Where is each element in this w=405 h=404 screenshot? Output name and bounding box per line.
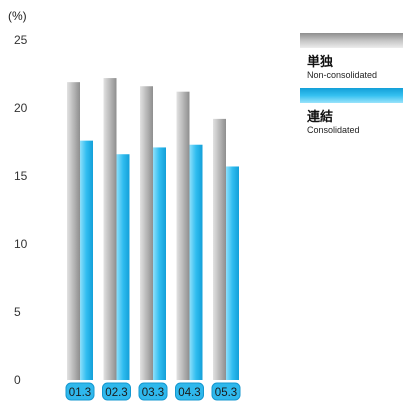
x-category-badge <box>138 382 168 401</box>
bar-consolidated <box>153 147 166 380</box>
x-category: 04.3 <box>175 382 204 401</box>
legend-swatch-consolidated <box>300 88 403 103</box>
y-tick-label: 5 <box>14 305 21 319</box>
bars <box>67 78 239 381</box>
x-category-badge <box>211 382 241 401</box>
x-category: 05.3 <box>211 382 241 401</box>
bar-non-consolidated <box>140 86 153 381</box>
y-axis-ticks: 0 5 10 15 20 25 <box>14 33 28 387</box>
legend-swatch-non-consolidated <box>300 33 403 48</box>
bar-non-consolidated <box>213 118 226 380</box>
legend: 単独 Non-consolidated 連結 Consolidated <box>300 33 403 135</box>
bar-non-consolidated <box>67 82 80 380</box>
bar-non-consolidated <box>103 78 117 380</box>
x-axis-categories: 01.3 02.3 03.3 04.3 05.3 <box>65 382 241 401</box>
x-tick-label: 05.3 <box>215 387 237 399</box>
y-tick-label: 25 <box>14 33 28 47</box>
x-tick-label: 02.3 <box>105 387 127 399</box>
bar-non-consolidated <box>176 91 190 381</box>
legend-sublabel-consolidated: Consolidated <box>307 125 360 135</box>
x-category: 01.3 <box>65 382 95 401</box>
bar-consolidated <box>189 144 203 380</box>
legend-label-non-consolidated: 単独 <box>307 54 333 70</box>
x-tick-label: 04.3 <box>178 387 200 399</box>
x-category-badge <box>175 382 204 401</box>
x-tick-label: 03.3 <box>142 387 164 399</box>
y-tick-label: 20 <box>14 101 28 115</box>
bar-consolidated <box>226 166 239 380</box>
x-category: 03.3 <box>138 382 168 401</box>
x-category-badge <box>65 382 95 401</box>
bar-consolidated <box>116 154 130 380</box>
y-axis-unit: (%) <box>8 9 27 23</box>
bar-consolidated <box>80 140 93 380</box>
y-tick-label: 10 <box>14 237 28 251</box>
y-tick-label: 15 <box>14 169 28 183</box>
x-category: 02.3 <box>102 382 131 401</box>
y-tick-label: 0 <box>14 373 21 387</box>
x-category-badge <box>102 382 131 401</box>
legend-label-consolidated: 連結 <box>307 109 333 125</box>
legend-sublabel-non-consolidated: Non-consolidated <box>307 70 377 80</box>
x-tick-label: 01.3 <box>69 387 91 399</box>
